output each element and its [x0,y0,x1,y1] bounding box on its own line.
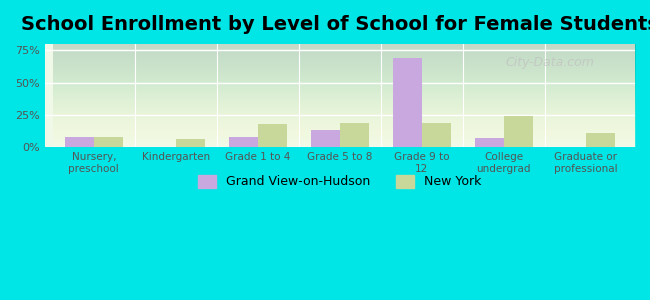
Bar [176,140,205,147]
Bar [94,137,122,147]
Text: City-Data.com: City-Data.com [505,56,594,69]
Bar [504,116,532,147]
Bar [311,130,340,147]
Bar [65,137,94,147]
Legend: Grand View-on-Hudson, New York: Grand View-on-Hudson, New York [192,168,488,195]
Bar [393,58,422,147]
Bar [258,124,287,147]
Bar [422,123,450,147]
Bar [229,137,258,147]
Bar [475,138,504,147]
Title: School Enrollment by Level of School for Female Students: School Enrollment by Level of School for… [21,15,650,34]
Bar [586,133,614,147]
Bar [340,123,369,147]
